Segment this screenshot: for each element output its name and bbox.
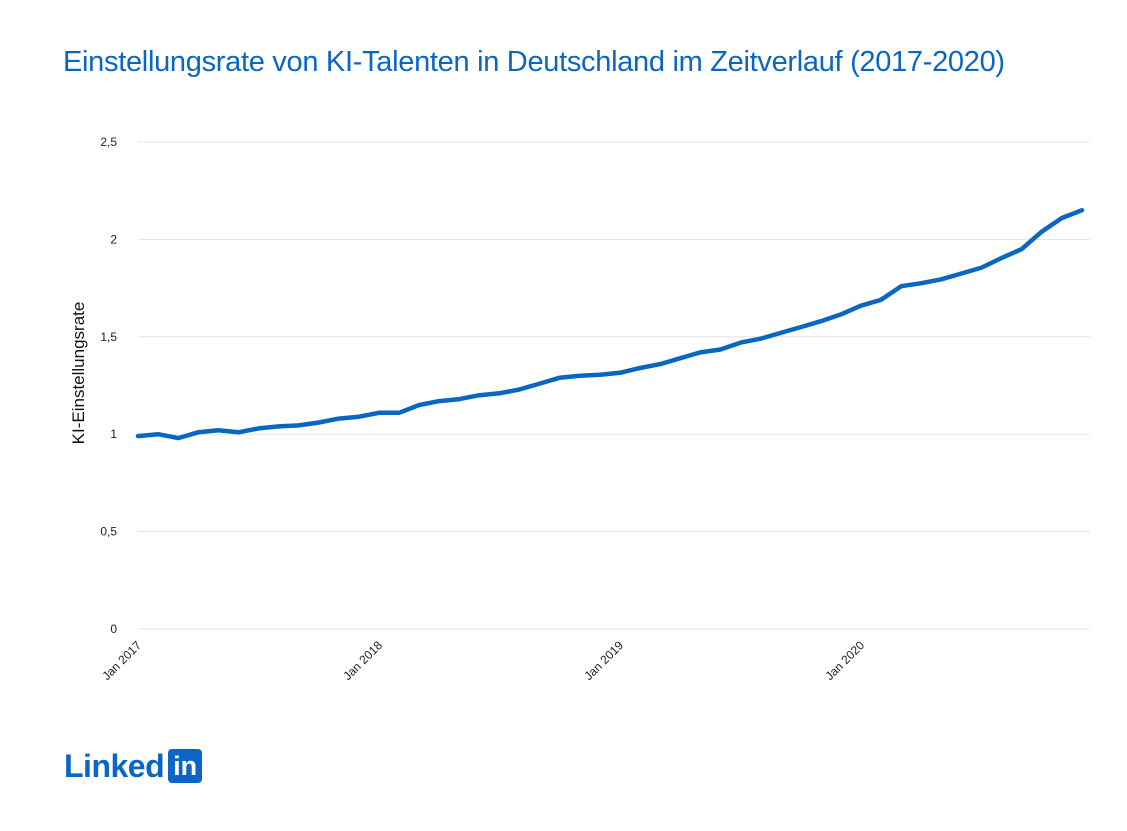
series-line (135, 207, 1085, 441)
y-axis-label: KI-Einstellungsrate (69, 302, 88, 445)
x-tick-label: Jan 2017 (99, 638, 144, 683)
series-group (135, 207, 1085, 441)
gridlines (138, 141, 1090, 630)
x-tick-label: Jan 2020 (822, 638, 867, 683)
y-tick-label: 1,5 (100, 330, 117, 344)
x-axis-ticks: Jan 2017 Jan 2018 Jan 2019 Jan 2020 (99, 638, 867, 683)
x-tick-label: Jan 2019 (581, 638, 626, 683)
y-tick-label: 0 (110, 622, 117, 636)
chart-title: Einstellungsrate von KI-Talenten in Deut… (63, 46, 1005, 78)
y-axis-ticks: 0 0,5 1 1,5 2 2,5 (100, 135, 117, 636)
y-tick-label: 2,5 (100, 135, 117, 149)
linkedin-logo: Linked in (64, 748, 203, 784)
y-tick-label: 2 (110, 232, 117, 246)
x-tick-label: Jan 2018 (340, 638, 385, 683)
linkedin-wordmark: Linked (64, 748, 165, 784)
y-tick-label: 1 (110, 427, 117, 441)
linkedin-in-icon: in (168, 749, 203, 783)
y-tick-label: 0,5 (100, 525, 117, 539)
